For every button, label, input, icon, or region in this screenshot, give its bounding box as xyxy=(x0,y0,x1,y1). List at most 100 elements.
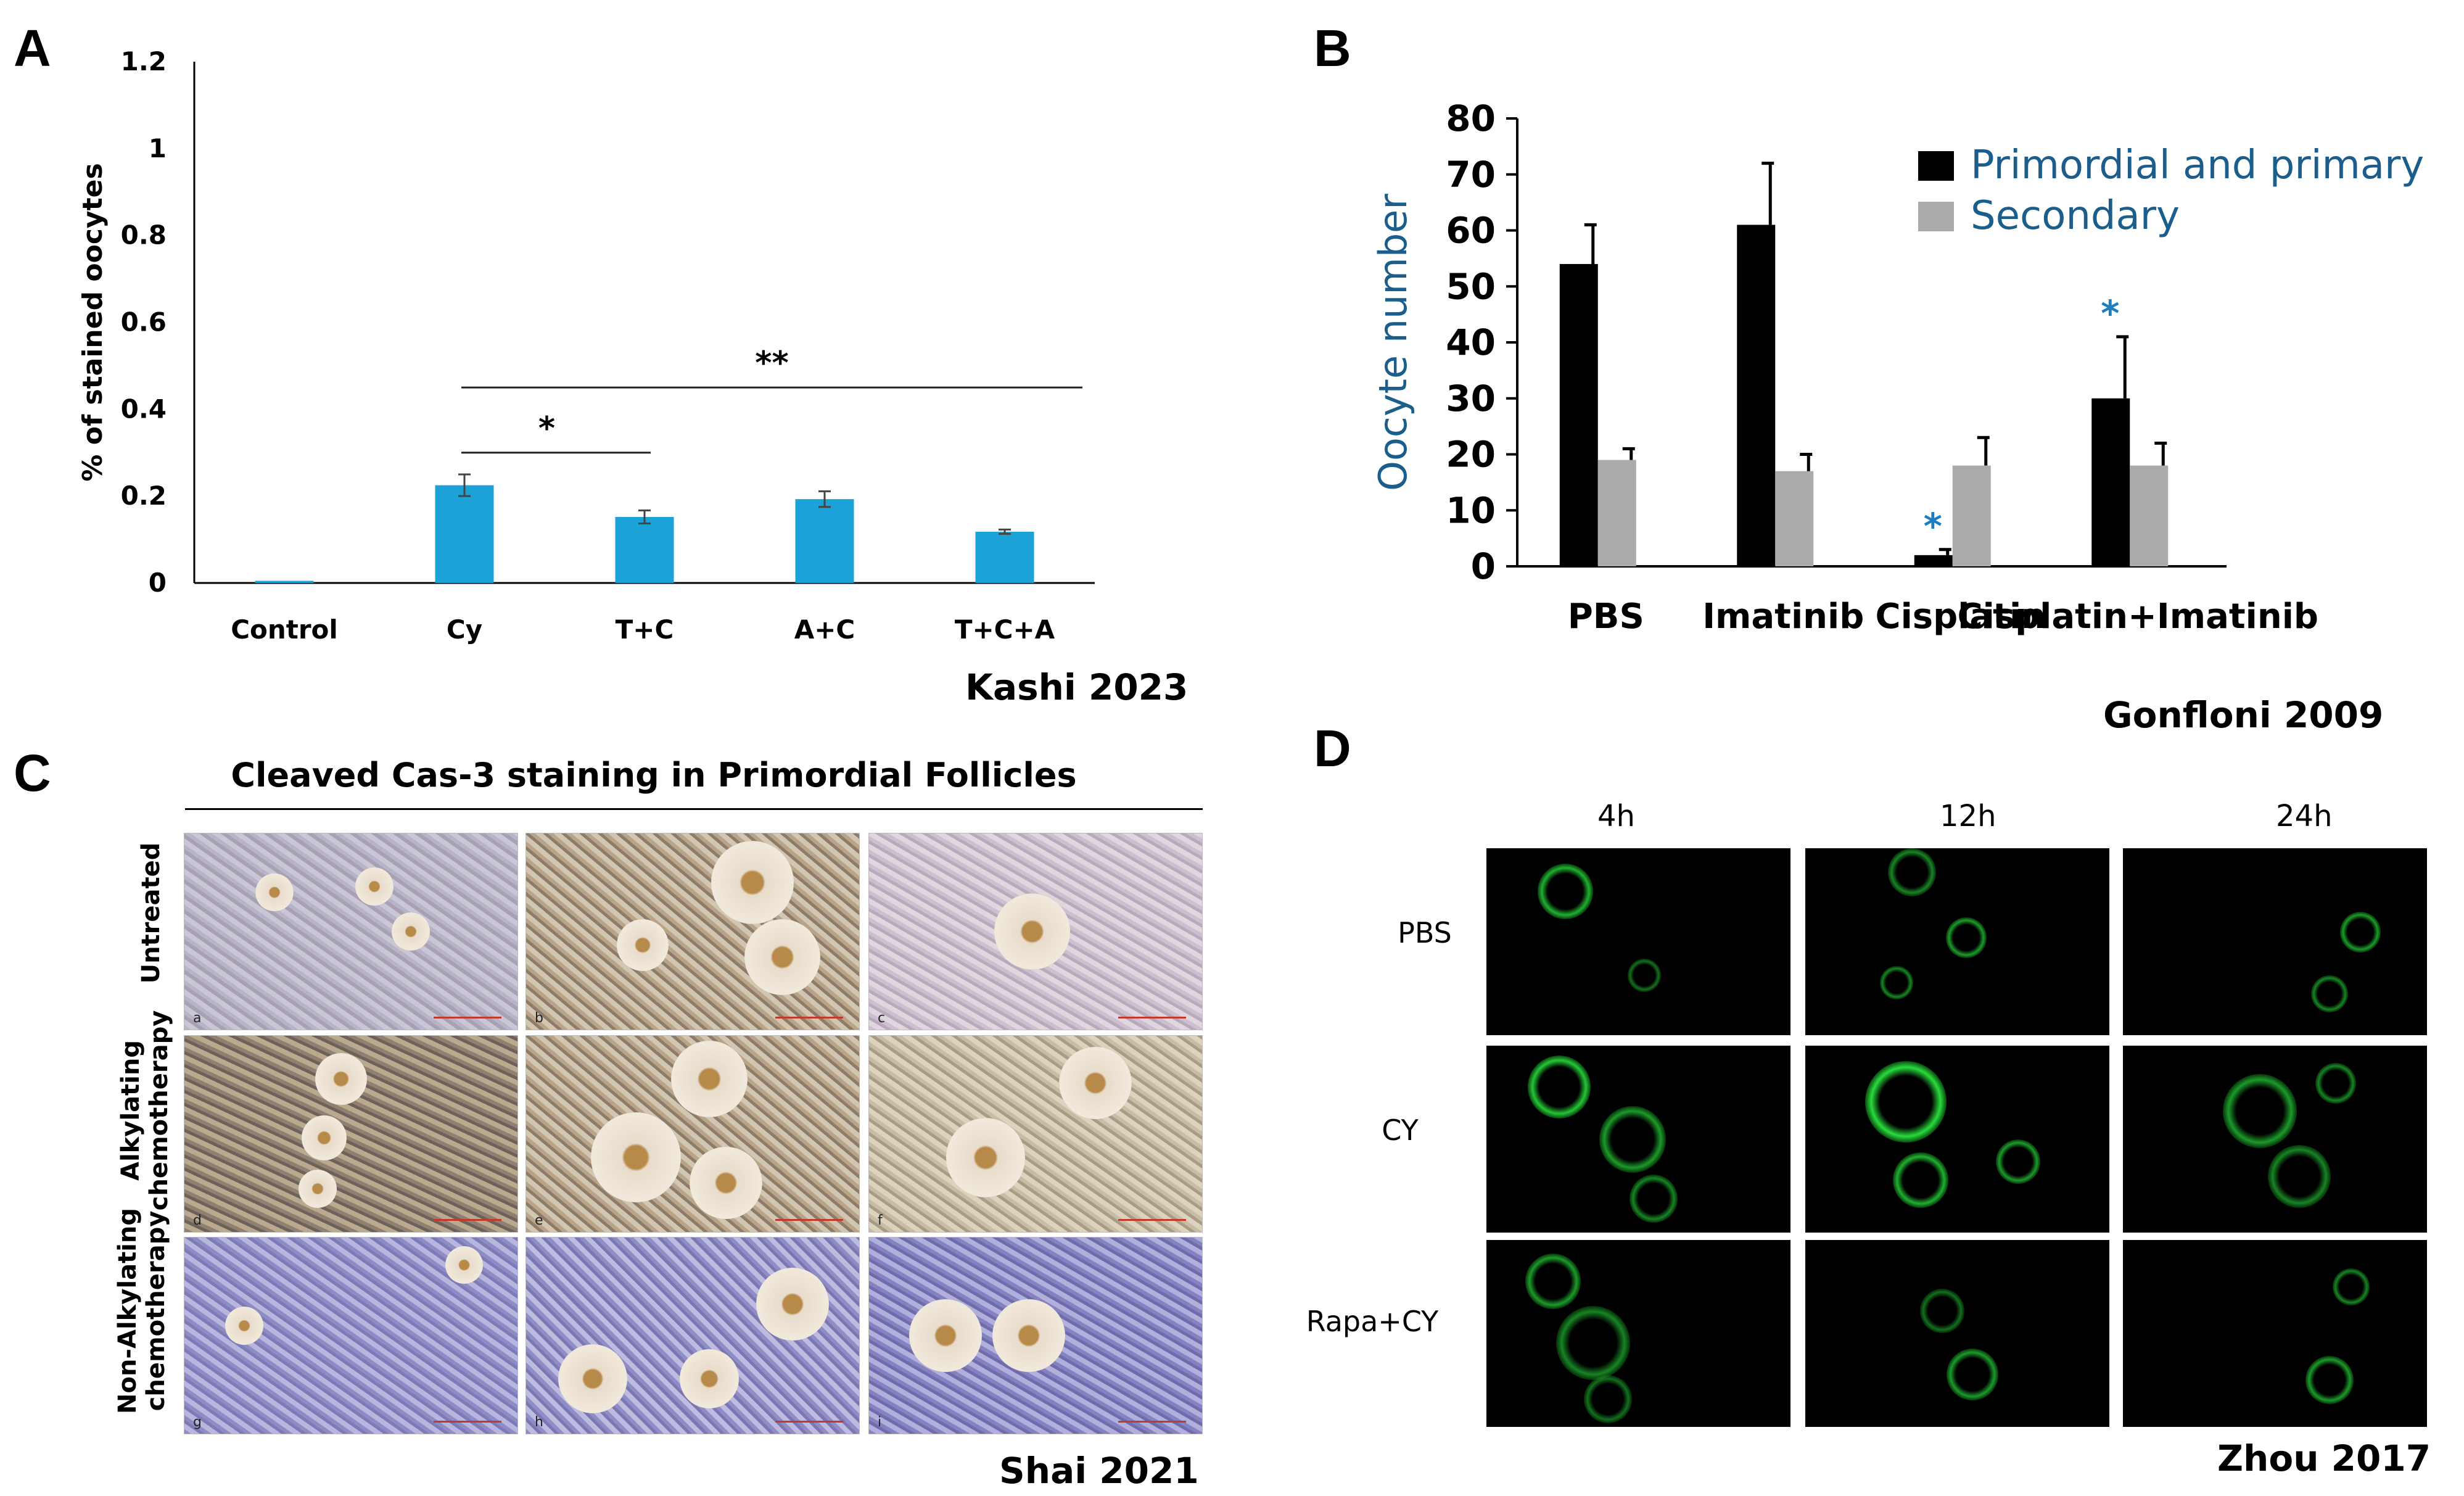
panel-d-row-rapa-cy: Rapa+CY xyxy=(1306,1305,1439,1338)
fluorescent-cell xyxy=(2311,975,2349,1013)
micrograph-tile-letter: d xyxy=(193,1213,202,1228)
x-tick-label-a: Control xyxy=(231,614,338,645)
follicle-oocyte xyxy=(445,1246,484,1284)
panel-c-title: Cleaved Cas-3 staining in Primordial Fol… xyxy=(231,756,1077,795)
fluorescence-tile xyxy=(1805,1046,2109,1233)
fluorescent-cell xyxy=(1525,1253,1581,1309)
y-axis-label-b: Oocyte number xyxy=(1370,194,1415,491)
follicle-oocyte xyxy=(355,867,393,906)
scale-bar xyxy=(1118,1421,1186,1423)
x-tick-label-b: Cisplatin xyxy=(1875,597,2046,637)
fluorescent-cell xyxy=(1887,848,1936,897)
bar-b-primordial xyxy=(2091,398,2130,566)
micrograph-tile: e xyxy=(525,1035,860,1233)
significance-label-a: ** xyxy=(755,345,788,382)
fluorescence-tile xyxy=(2123,848,2427,1035)
panel-d-row-cy: CY xyxy=(1382,1114,1419,1147)
scale-bar xyxy=(434,1017,501,1019)
bar-b-primordial xyxy=(1559,263,1598,566)
micrograph-tile: a xyxy=(184,833,518,1030)
micrograph-tile-letter: c xyxy=(878,1010,886,1026)
micrograph-tile: c xyxy=(868,833,1203,1030)
x-tick-label-b: Cisplatin+Imatinib xyxy=(1957,597,2318,637)
micrograph-tile-letter: i xyxy=(878,1415,882,1430)
legend-swatch-b xyxy=(1918,151,1954,181)
x-tick-label-a: A+C xyxy=(794,614,855,645)
annotation-star-b: * xyxy=(2101,292,2119,334)
fluorescent-cell xyxy=(1947,1349,1999,1401)
follicle-oocyte xyxy=(617,919,669,972)
panel-b-chart: 0 10 20 30 40 50 60 70 80 PBS Imatinib CisplatinCis… xyxy=(1370,97,2424,637)
panel-c-row-label-alkylating: Alkylating chemotherapy xyxy=(117,1010,173,1211)
fluorescent-cell xyxy=(1584,1374,1633,1423)
scale-bar xyxy=(1118,1017,1186,1019)
micrograph-tile-letter: a xyxy=(193,1010,202,1026)
panel-b-letter: B xyxy=(1314,19,1351,77)
panel-d-letter: D xyxy=(1314,719,1351,777)
panel-c-letter: C xyxy=(14,744,51,802)
legend-swatch-b xyxy=(1918,202,1954,231)
y-tick-label-b: 50 xyxy=(1446,265,1496,307)
x-tick-label-a: T+C xyxy=(616,614,674,645)
follicle-oocyte xyxy=(946,1117,1026,1197)
fluorescence-tile xyxy=(1805,848,2109,1035)
micrograph-tile-letter: b xyxy=(535,1010,543,1026)
micrograph-tile: d xyxy=(184,1035,518,1233)
panel-d-col-24h: 24h xyxy=(2276,799,2333,833)
y-tick-label-a: 0.6 xyxy=(121,307,167,337)
micrograph-tile-letter: f xyxy=(878,1213,883,1228)
panel-b-citation: Gonfloni 2009 xyxy=(2103,694,2384,736)
fluorescent-cell xyxy=(1599,1105,1666,1173)
scale-bar xyxy=(775,1017,843,1019)
bar-a xyxy=(795,499,854,583)
y-tick-label-b: 20 xyxy=(1446,434,1496,476)
micrograph-tile-letter: h xyxy=(535,1415,543,1430)
bar-a xyxy=(435,485,494,583)
follicle-oocyte xyxy=(744,919,821,995)
micrograph-tile: b xyxy=(525,833,860,1030)
bar-b-secondary xyxy=(2130,465,2169,566)
panel-d-citation: Zhou 2017 xyxy=(2217,1437,2431,1479)
scale-bar xyxy=(775,1421,843,1423)
x-tick-label-a: T+C+A xyxy=(955,614,1055,645)
fluorescence-tile xyxy=(1486,1240,1790,1427)
follicle-oocyte xyxy=(690,1146,762,1220)
y-tick-label-a: 1.2 xyxy=(121,46,167,76)
micrograph-tile: f xyxy=(868,1035,1203,1233)
bar-a xyxy=(975,531,1034,583)
y-tick-label-a: 0.4 xyxy=(121,394,167,424)
follicle-oocyte xyxy=(225,1307,263,1345)
bar-a xyxy=(615,516,674,583)
y-tick-label-b: 30 xyxy=(1446,378,1496,419)
follicle-oocyte xyxy=(711,841,794,924)
follicle-oocyte xyxy=(591,1112,681,1202)
legend-label-b: Secondary xyxy=(1971,193,2180,239)
y-tick-label-a: 1 xyxy=(149,133,167,163)
fluorescent-cell xyxy=(1893,1152,1949,1209)
y-tick-label-b: 70 xyxy=(1446,154,1496,196)
fluorescent-cell xyxy=(2267,1145,2331,1209)
scale-bar xyxy=(775,1219,843,1221)
follicle-oocyte xyxy=(992,1299,1065,1372)
fluorescent-cell xyxy=(1630,1175,1678,1223)
fluorescent-cell xyxy=(2222,1074,2297,1149)
fluorescent-cell xyxy=(1946,917,1987,959)
fluorescence-tile xyxy=(1486,1046,1790,1233)
follicle-oocyte xyxy=(299,1170,337,1208)
fluorescence-tile xyxy=(1805,1240,2109,1427)
fluorescence-tile xyxy=(2123,1240,2427,1427)
y-tick-label-b: 0 xyxy=(1471,545,1496,587)
bar-b-secondary xyxy=(1952,465,1991,566)
panel-a-chart: 0 0.2 0.4 0.6 0.8 1 1.2 Control Cy T+C A+C T+C+A % o… xyxy=(77,46,1095,645)
panel-a-letter: A xyxy=(14,19,51,77)
bar-b-primordial xyxy=(1737,225,1776,566)
fluorescent-cell xyxy=(1864,1060,1947,1143)
micrograph-tile-letter: g xyxy=(193,1415,202,1430)
fluorescent-cell xyxy=(1996,1139,2041,1184)
y-axis-label-a: % of stained oocytes xyxy=(77,163,109,481)
fluorescent-cell xyxy=(1555,1305,1630,1380)
panel-d-col-4h: 4h xyxy=(1597,799,1635,833)
x-tick-label-b: Imatinib xyxy=(1702,597,1864,637)
y-tick-label-a: 0.2 xyxy=(121,481,167,511)
fluorescent-cell xyxy=(2339,912,2381,953)
